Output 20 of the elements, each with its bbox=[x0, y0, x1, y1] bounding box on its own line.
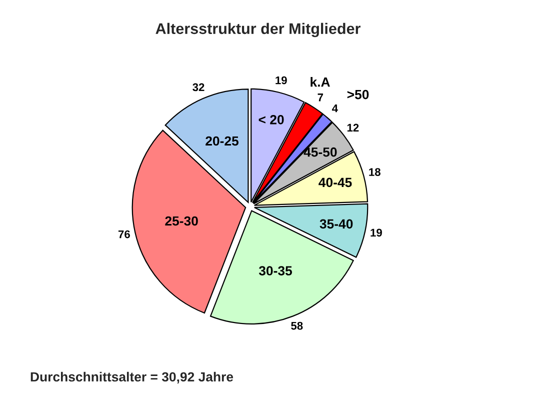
slice-label: >50 bbox=[347, 90, 369, 100]
slice-label: 25-30 bbox=[165, 216, 198, 226]
data-label: 7 bbox=[318, 94, 324, 102]
data-label: 76 bbox=[118, 230, 130, 238]
slice-label: 35-40 bbox=[320, 219, 353, 229]
data-label: 18 bbox=[369, 168, 380, 176]
data-label: 4 bbox=[332, 104, 338, 112]
chart-title: Altersstruktur der Mitglieder bbox=[156, 22, 360, 38]
data-label: 58 bbox=[291, 322, 303, 330]
data-label: 32 bbox=[192, 83, 204, 92]
data-label: 19 bbox=[276, 76, 287, 84]
slice-label: k.A bbox=[310, 77, 330, 87]
data-label: 19 bbox=[370, 228, 382, 237]
slice-label: < 20 bbox=[258, 115, 284, 124]
slice-label: 30-35 bbox=[258, 266, 292, 276]
slice-label: 45-50 bbox=[304, 147, 337, 157]
slice-label: 20-25 bbox=[206, 136, 239, 146]
data-label: 12 bbox=[347, 124, 359, 132]
text: Durchschnittsalter = 30,92 Jahre bbox=[30, 372, 234, 384]
slice-label: 40-45 bbox=[318, 178, 352, 188]
